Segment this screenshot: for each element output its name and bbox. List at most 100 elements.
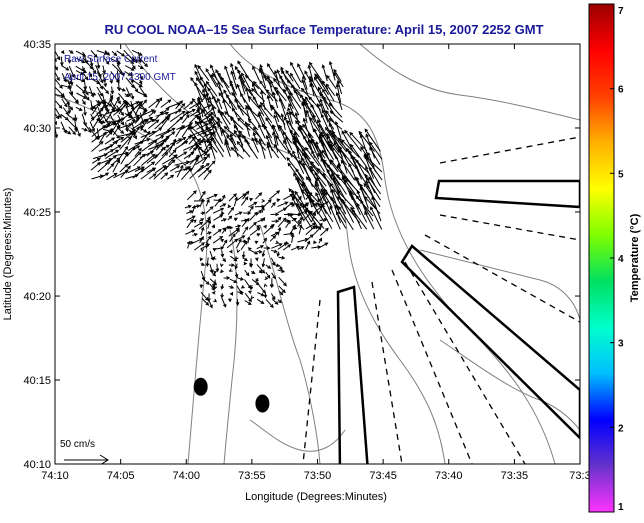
- current-vector-head: [193, 220, 196, 223]
- y-tick-label: 40:35: [23, 39, 51, 51]
- current-vector: [56, 101, 62, 108]
- current-vector: [100, 150, 113, 158]
- x-tick-label: 73:40: [435, 470, 463, 482]
- current-vector: [184, 102, 193, 110]
- current-vector: [198, 66, 209, 81]
- current-vectors: [54, 50, 383, 308]
- contour-line: [260, 225, 320, 464]
- current-vector: [229, 194, 236, 201]
- current-vector: [316, 181, 325, 201]
- current-vector: [279, 277, 287, 285]
- scale-vector-label: 50 cm/s: [60, 439, 95, 450]
- station-marker: [255, 395, 269, 413]
- current-vector: [372, 197, 381, 221]
- current-vector: [306, 226, 315, 235]
- x-tick-label: 74:10: [41, 470, 69, 482]
- current-vector: [298, 127, 311, 150]
- current-vector: [255, 193, 261, 199]
- current-vector: [187, 191, 196, 200]
- current-vector-head: [201, 248, 204, 251]
- y-tick-label: 40:20: [23, 291, 51, 303]
- contour-line: [250, 420, 345, 451]
- plot-area: Raw Surface Current April 15, 2007 2300 …: [54, 44, 580, 472]
- transect-boxes: [338, 181, 580, 472]
- colorbar-tick-label: 2: [618, 423, 624, 434]
- current-vector-head: [213, 299, 216, 302]
- current-vector: [170, 166, 179, 172]
- current-vector-head: [237, 249, 240, 252]
- x-axis-label: Longitude (Degrees:Minutes): [245, 491, 387, 503]
- current-vector: [175, 141, 188, 149]
- current-vector: [210, 279, 216, 285]
- current-vector: [206, 207, 213, 214]
- x-tick-label: 73:55: [238, 470, 266, 482]
- overlay-label-line-1: Raw Surface Current: [64, 54, 158, 65]
- y-axis-label: Latitude (Degrees:Minutes): [2, 188, 14, 321]
- current-vector-head: [252, 296, 255, 299]
- current-vector: [288, 80, 301, 94]
- current-vector: [245, 139, 258, 158]
- current-vector: [161, 173, 168, 179]
- current-vector-head: [262, 199, 265, 202]
- current-vector: [245, 293, 251, 301]
- scale-vector: 50 cm/s: [60, 439, 108, 465]
- current-vector: [149, 128, 162, 137]
- colorbar-label: Temperature (°C): [629, 213, 641, 302]
- chart-title: RU COOL NOAA–15 Sea Surface Temperature:…: [104, 22, 543, 37]
- current-vector: [213, 230, 221, 236]
- current-vector-head: [236, 256, 239, 259]
- current-vector: [320, 228, 328, 235]
- station-marker: [194, 378, 208, 396]
- current-vector-head: [230, 269, 233, 272]
- current-vector: [76, 85, 85, 93]
- contour-line: [360, 44, 580, 120]
- x-tick-label: 74:00: [173, 470, 201, 482]
- current-vector: [194, 243, 204, 250]
- current-vector-head: [275, 241, 278, 244]
- current-vector: [250, 212, 258, 220]
- y-tick-label: 40:15: [23, 375, 51, 387]
- current-vector: [266, 299, 273, 307]
- x-tick-label: 73:3: [569, 470, 590, 482]
- current-vector: [241, 197, 247, 206]
- overlay-label-line-2: April 15, 2007 2300 GMT: [64, 72, 176, 83]
- x-axis: 74:10 74:05 74:00 73:55 73:50 73:45 73:40 73:3 5…: [41, 44, 590, 482]
- current-vector: [139, 86, 146, 97]
- current-vector-head: [213, 256, 216, 259]
- current-vector: [161, 100, 171, 107]
- x-tick-label: 73:50: [304, 470, 332, 482]
- colorbar-tick-label: 5: [618, 169, 624, 180]
- current-vector: [277, 91, 285, 109]
- current-vector: [216, 70, 223, 83]
- y-tick-label: 40:25: [23, 207, 51, 219]
- current-vector: [113, 126, 120, 136]
- current-vector: [126, 118, 139, 128]
- contour-line: [420, 250, 580, 320]
- current-vector: [91, 163, 100, 170]
- current-vector: [323, 65, 328, 81]
- current-vector: [270, 191, 280, 199]
- current-vector: [252, 89, 265, 102]
- contour-line: [230, 44, 555, 464]
- current-vector: [293, 137, 310, 160]
- y-tick-label: 40:30: [23, 123, 51, 135]
- current-vector: [231, 138, 238, 158]
- contour-line: [125, 44, 445, 464]
- colorbar-tick-label: 1: [618, 502, 624, 513]
- x-tick-label: 73:45: [369, 470, 397, 482]
- current-vector-head: [264, 284, 267, 287]
- current-vector: [245, 280, 251, 289]
- current-vector: [176, 152, 187, 158]
- current-vector: [149, 99, 160, 108]
- current-vector: [61, 122, 66, 133]
- y-tick-label: 40:10: [23, 459, 51, 471]
- current-vector: [61, 114, 68, 120]
- x-tick-label: 74:05: [107, 470, 135, 482]
- colorbar-tick-label: 6: [618, 85, 624, 96]
- colorbar-tick-label: 3: [618, 339, 624, 350]
- current-vector: [107, 164, 114, 171]
- colorbar-tick-label: 7: [618, 6, 624, 17]
